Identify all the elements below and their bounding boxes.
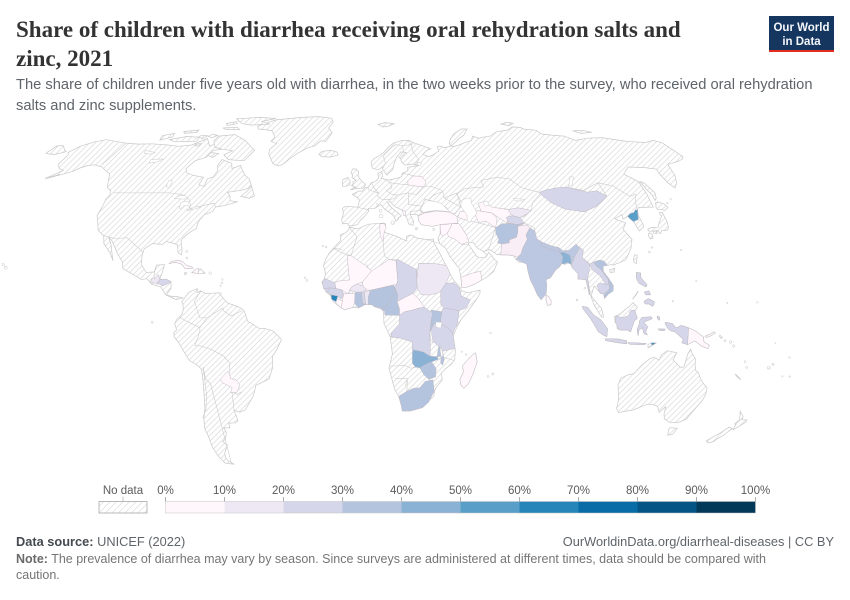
svg-text:50%: 50% bbox=[449, 485, 472, 497]
svg-text:40%: 40% bbox=[390, 485, 413, 497]
svg-text:80%: 80% bbox=[626, 485, 649, 497]
svg-text:0%: 0% bbox=[157, 485, 174, 497]
svg-text:90%: 90% bbox=[685, 485, 708, 497]
svg-text:100%: 100% bbox=[741, 485, 770, 497]
svg-text:70%: 70% bbox=[567, 485, 590, 497]
svg-text:30%: 30% bbox=[331, 485, 354, 497]
svg-text:10%: 10% bbox=[213, 485, 236, 497]
svg-text:No data: No data bbox=[103, 485, 144, 497]
svg-text:20%: 20% bbox=[272, 485, 295, 497]
svg-text:60%: 60% bbox=[508, 485, 531, 497]
